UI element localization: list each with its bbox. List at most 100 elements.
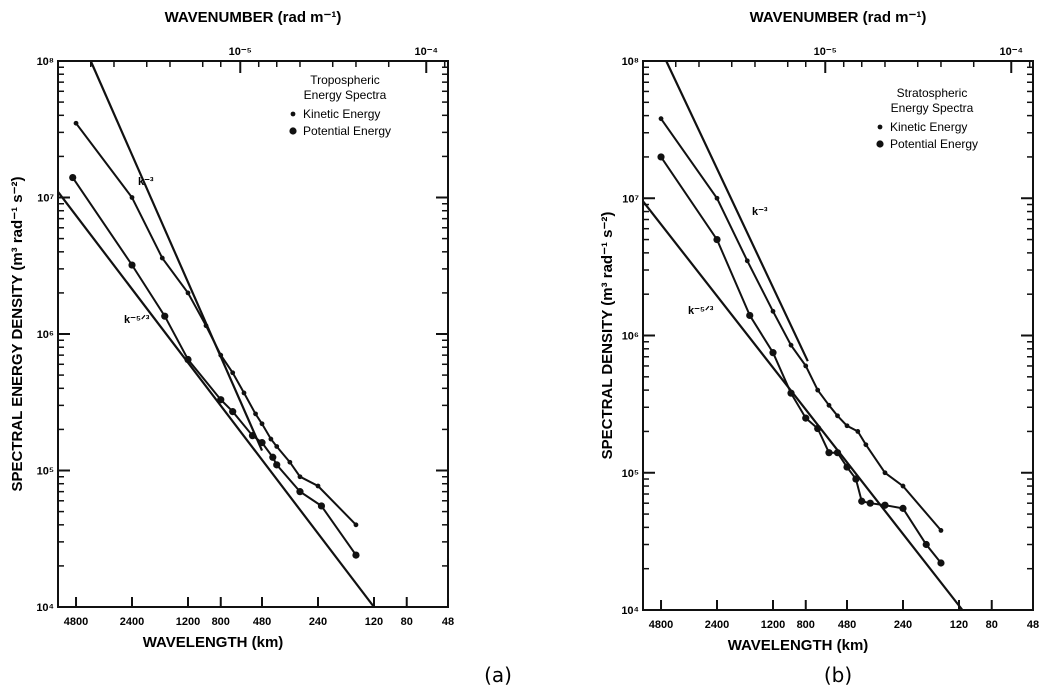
data-point [229, 408, 237, 416]
top-tick-label: 10⁻⁴ [1000, 46, 1023, 58]
data-point [269, 453, 277, 461]
y-axis-title: SPECTRAL ENERGY DENSITY (m³ rad⁻¹ s⁻²) [9, 176, 26, 491]
data-point [855, 429, 861, 434]
data-point [128, 261, 136, 269]
reference-line-label: k⁻³ [752, 206, 768, 218]
data-point [315, 483, 321, 489]
data-point [746, 311, 754, 320]
data-point [814, 424, 822, 433]
x-tick-label: 80 [986, 619, 998, 631]
x-tick-label: 4800 [64, 616, 88, 628]
data-point [129, 195, 135, 200]
data-point [297, 474, 303, 480]
series-line [660, 118, 942, 532]
y-tick-label: 10⁸ [37, 56, 54, 68]
legend-title-line: Tropospheric [310, 73, 380, 87]
x-tick-label: 2400 [120, 616, 144, 628]
reference-line-label: k⁻⁵ᐟ³ [124, 314, 150, 326]
data-point [273, 461, 281, 469]
data-point [815, 387, 821, 393]
data-point [787, 389, 795, 397]
data-point [938, 528, 944, 533]
x-tick-label: 800 [797, 619, 815, 631]
x-axis-title: WAVELENGTH (km) [728, 637, 869, 654]
data-point [352, 551, 360, 559]
data-point [657, 153, 665, 161]
data-point [899, 504, 907, 512]
x-tick-label: 1200 [761, 619, 785, 631]
data-point [259, 421, 265, 427]
data-point [802, 414, 810, 422]
data-point [882, 470, 888, 476]
top-axis-title: WAVENUMBER (rad m⁻¹) [750, 9, 927, 26]
data-point [788, 342, 794, 348]
x-tick-label: 480 [838, 619, 856, 631]
data-point [881, 501, 889, 509]
reference-line-label: k⁻⁵ᐟ³ [688, 305, 714, 317]
legend-title-line: Stratospheric [897, 86, 968, 100]
plot-frame [57, 60, 449, 608]
y-tick-label: 10⁴ [621, 605, 639, 617]
series-line [71, 177, 357, 556]
y-tick-label: 10⁴ [36, 602, 54, 614]
data-point [826, 402, 832, 408]
y-tick-label: 10⁷ [37, 193, 54, 205]
y-axis-title: SPECTRAL DENSITY (m³ rad⁻¹ s⁻²) [599, 212, 616, 460]
legend-entry: Potential Energy [890, 137, 978, 151]
data-point [73, 120, 79, 126]
data-point [353, 522, 359, 528]
data-point [835, 413, 840, 419]
data-point [268, 436, 274, 442]
x-tick-label: 48 [1027, 619, 1039, 631]
x-tick-label: 120 [365, 616, 383, 628]
x-tick-label: 1200 [176, 616, 200, 628]
panel-label: (b) [824, 663, 852, 687]
data-point [833, 449, 842, 457]
legend-marker [876, 140, 884, 148]
top-tick-label: 10⁻⁵ [814, 46, 837, 58]
data-point [287, 459, 293, 465]
x-tick-label: 240 [309, 616, 327, 628]
data-point [241, 390, 247, 396]
data-point [714, 195, 720, 201]
y-tick-label: 10⁵ [622, 468, 639, 480]
data-point [825, 449, 833, 457]
series-line [75, 122, 357, 526]
x-axis-title: WAVELENGTH (km) [143, 634, 284, 651]
data-point [863, 442, 869, 448]
legend-marker [289, 127, 297, 135]
x-tick-label: 48 [442, 616, 454, 628]
legend-entry: Potential Energy [303, 124, 391, 138]
data-point [852, 475, 860, 483]
data-point [317, 502, 326, 510]
data-point [69, 173, 77, 182]
data-point [217, 396, 225, 404]
data-point [274, 444, 280, 449]
data-point [937, 559, 945, 567]
data-point [922, 540, 930, 549]
data-point [770, 308, 776, 314]
y-tick-label: 10⁶ [37, 329, 54, 341]
data-point [230, 370, 236, 376]
data-point [296, 488, 304, 496]
x-tick-label: 120 [950, 619, 968, 631]
x-tick-label: 4800 [649, 619, 673, 631]
panel-a: 10⁸ 10⁷ 10⁶ 10⁵ 10⁴ 4800 2400 1200 800 480 240 120 8… [9, 9, 512, 687]
top-tick-label: 10⁻⁵ [229, 46, 252, 58]
y-tick-label: 10⁷ [622, 193, 639, 205]
top-axis-title: WAVENUMBER (rad m⁻¹) [165, 9, 342, 26]
data-point [184, 355, 192, 364]
y-tick-label: 10⁶ [622, 331, 639, 343]
reference-line [57, 191, 375, 608]
x-tick-label: 80 [401, 616, 413, 628]
data-point [658, 116, 664, 122]
top-tick-label: 10⁻⁴ [415, 46, 438, 58]
data-point [843, 463, 851, 471]
data-point [248, 432, 257, 440]
reference-line-label: k⁻³ [138, 176, 154, 188]
legend-marker [290, 111, 296, 117]
legend-entry: Kinetic Energy [890, 120, 967, 134]
y-tick-label: 10⁸ [622, 56, 639, 68]
data-point [844, 423, 850, 429]
data-point [218, 352, 224, 358]
